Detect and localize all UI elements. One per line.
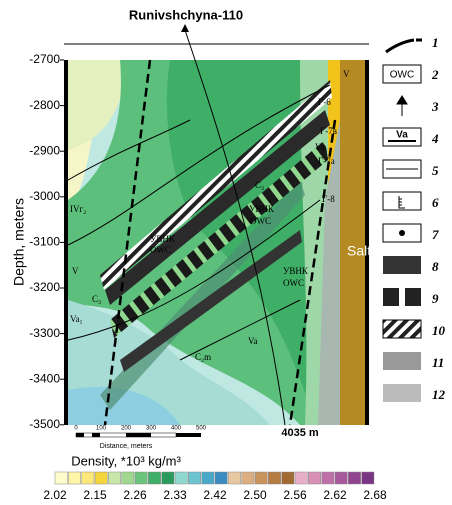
colorbar-swatch (281, 471, 295, 485)
annotation: C₃ (255, 180, 264, 190)
annotation: УВНК (150, 234, 176, 244)
colorbar-label: 2.02 (43, 488, 67, 502)
colorbar-swatch (68, 471, 81, 485)
section (68, 60, 365, 425)
colorbar-title: Density, *10³ kg/m³ (71, 453, 181, 468)
y-tick-label: -2800 (29, 98, 60, 112)
legend-number: 7 (432, 227, 439, 242)
y-axis-label: Depth, meters (11, 198, 27, 286)
colorbar-label: 2.26 (123, 488, 147, 502)
y-tick-label: -3100 (29, 235, 60, 249)
legend-number: 1 (432, 35, 439, 50)
annotation: OWC (250, 216, 271, 226)
colorbar-swatch (228, 471, 241, 485)
annotation: Г-8 (322, 194, 335, 204)
annotation: C₃ (92, 294, 101, 304)
legend-number: 12 (432, 387, 446, 402)
colorbar-label: 2.50 (243, 488, 267, 502)
legend-number: 6 (432, 195, 439, 210)
scale-tick: 500 (196, 426, 207, 432)
colorbar-swatch (268, 471, 281, 485)
colorbar-swatch (174, 471, 188, 485)
colorbar-swatch (254, 471, 268, 485)
colorbar-swatch (148, 471, 161, 485)
colorbar-swatch (81, 471, 95, 485)
scale-tick: 300 (146, 426, 157, 432)
colorbar-swatch (121, 471, 135, 485)
depth-bar (64, 60, 68, 425)
colorbar-swatch (134, 471, 148, 485)
annotation: Va₁ (315, 142, 328, 152)
colorbar-swatch (188, 471, 201, 485)
colorbar-swatch (294, 471, 308, 485)
colorbar-swatch (54, 471, 68, 485)
legend-icon-text: OWC (390, 70, 414, 81)
annotation: C₂m (195, 352, 211, 362)
y-tick-label: -3300 (29, 326, 60, 340)
y-tick-label: -3400 (29, 371, 60, 385)
annotation: OWC (283, 278, 304, 288)
scale-tick: 0 (74, 426, 78, 432)
colorbar-swatch (361, 471, 375, 485)
colorbar-label: 2.42 (203, 488, 227, 502)
colorbar-swatch (161, 471, 175, 485)
scale-tick: 200 (121, 426, 132, 432)
annotation: Va₁ (70, 314, 83, 324)
legend-number: 10 (432, 323, 446, 338)
depth-bar (365, 60, 369, 425)
legend-number: 11 (432, 355, 444, 370)
colorbar-swatch (334, 471, 348, 485)
annotation: Г-7в (320, 126, 337, 136)
annotation: Г-6 (318, 97, 331, 107)
y-tick-label: -2700 (29, 52, 60, 66)
scale-label: Distance, meters (100, 443, 153, 450)
colorbar-swatch (214, 471, 228, 485)
title: Runivshchyna-110 (129, 7, 243, 22)
legend-number: 9 (432, 291, 439, 306)
legend-icons (382, 38, 422, 402)
colorbar-swatch (308, 471, 321, 485)
colorbar-swatch (108, 471, 121, 485)
legend-icon-text: Va (396, 130, 408, 141)
colorbar-swatch (321, 471, 335, 485)
annotation: V (72, 266, 79, 276)
annotation: IVг₂ (70, 204, 86, 214)
annotation: Salt (347, 243, 371, 259)
legend-number: 2 (431, 67, 439, 82)
colorbar-swatch (201, 471, 215, 485)
colorbar-label: 2.15 (83, 488, 107, 502)
y-tick-label: -2900 (29, 143, 60, 157)
colorbar-label: 2.62 (323, 488, 347, 502)
annotation: Г-7а (318, 156, 335, 166)
annotation: Va (248, 336, 258, 346)
annotation: OWC (150, 245, 171, 255)
scale-tick: 100 (96, 426, 107, 432)
annotation: V (343, 69, 350, 79)
colorbar-swatch (241, 471, 255, 485)
colorbar-swatch (348, 471, 361, 485)
y-tick-label: -3000 (29, 189, 60, 203)
colorbar-label: 2.33 (163, 488, 187, 502)
colorbar-label: 2.56 (283, 488, 307, 502)
legend-number: 8 (432, 259, 439, 274)
annotation: УВНК (249, 204, 275, 214)
scale-tick: 400 (171, 426, 182, 432)
well-depth: 4035 m (281, 427, 319, 439)
colorbar-label: 2.68 (363, 488, 387, 502)
legend-number: 3 (431, 99, 439, 114)
colorbar-swatch (94, 471, 108, 485)
y-tick-label: -3200 (29, 280, 60, 294)
legend-number: 4 (431, 131, 439, 146)
legend-number: 5 (432, 163, 439, 178)
annotation: УВНК (283, 266, 309, 276)
y-tick-label: -3500 (29, 417, 60, 431)
